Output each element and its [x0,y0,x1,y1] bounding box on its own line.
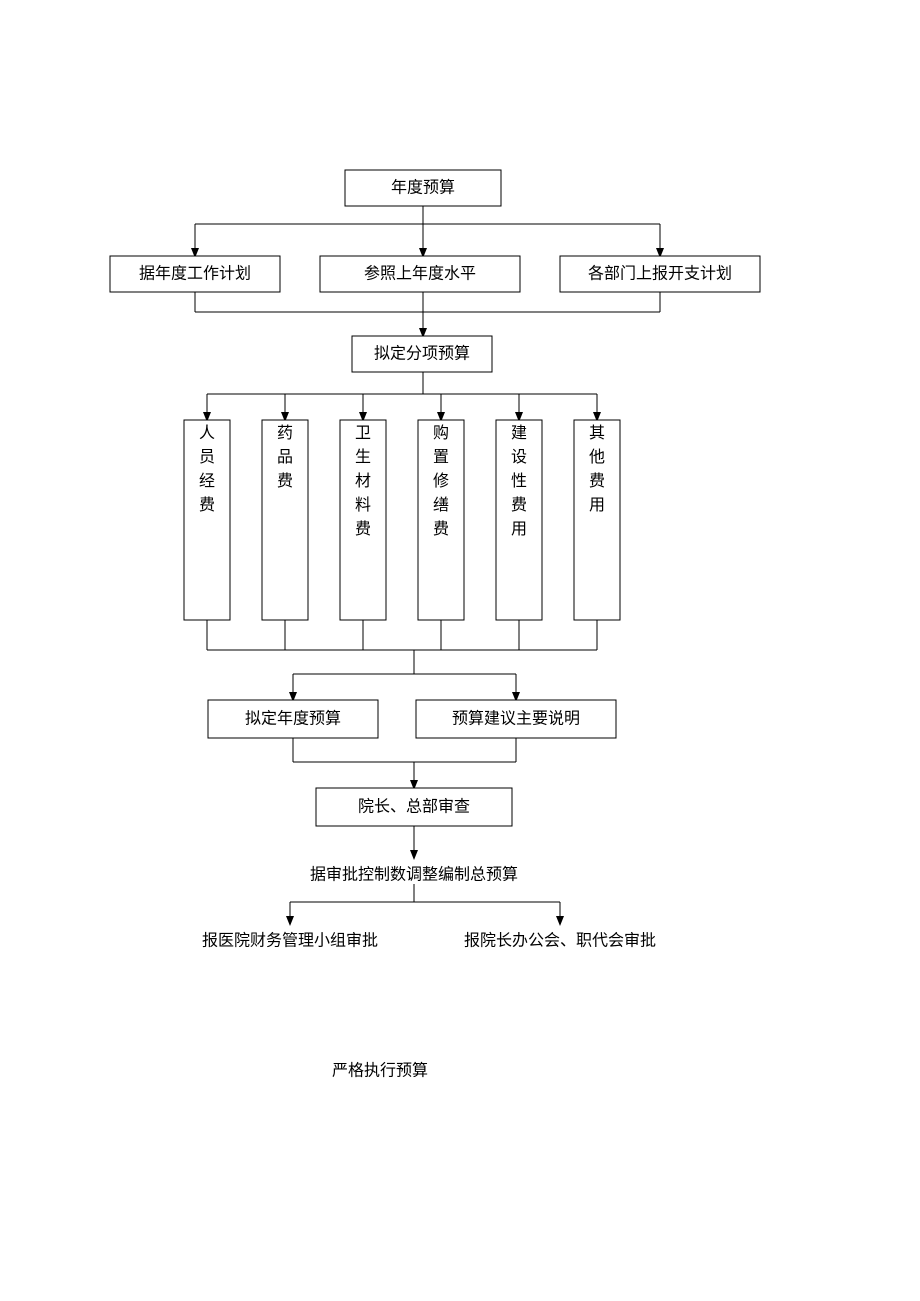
node-label: 院长、总部审查 [358,798,470,816]
node-label: 据审批控制数调整编制总预算 [310,865,518,884]
node-n_top: 年度预算 [345,170,501,206]
node-t_l7a: 报医院财务管理小组审批 [202,932,378,950]
node-v4: 购置修缮费 [418,420,464,620]
node-label: 预算建议主要说明 [452,709,580,728]
node-label: 卫生材料费 [355,425,371,538]
node-v6: 其他费用 [574,420,620,620]
node-v2: 药品费 [262,420,308,620]
node-n_l1c: 各部门上报开支计划 [560,256,760,292]
node-label: 严格执行预算 [332,1061,428,1080]
node-label: 报医院财务管理小组审批 [202,932,378,950]
node-n_l1b: 参照上年度水平 [320,256,520,292]
node-v3: 卫生材料费 [340,420,386,620]
node-label: 药品费 [277,424,293,490]
node-v5: 建设性费用 [496,420,542,620]
node-t_l7b: 报院长办公会、职代会审批 [464,932,656,950]
node-label: 报院长办公会、职代会审批 [464,932,656,950]
node-label: 参照上年度水平 [364,265,476,283]
node-n_l1a: 据年度工作计划 [110,256,280,292]
node-n_l4a: 拟定年度预算 [208,700,378,738]
flowchart-canvas: 年度预算据年度工作计划 参照上年度水平 各部门上报开支计划拟定分项预算人员经费 药品费… [0,0,920,1301]
node-n_l5: 院长、总部审查 [316,788,512,826]
node-label: 建设性费用 [511,424,527,538]
node-label: 各部门上报开支计划 [588,265,732,283]
node-label: 据年度工作计划 [139,265,251,283]
node-label: 拟定年度预算 [245,709,341,728]
node-n_l2: 拟定分项预算 [352,336,492,372]
node-v1: 人员经费 [184,420,230,620]
node-t_strict: 严格执行预算 [332,1061,428,1080]
node-t_l6: 据审批控制数调整编制总预算 [310,865,518,884]
node-label: 拟定分项预算 [374,344,470,363]
node-n_l4b: 预算建议主要说明 [416,700,616,738]
node-label: 年度预算 [391,178,455,197]
node-label: 购置修缮费 [433,424,449,538]
